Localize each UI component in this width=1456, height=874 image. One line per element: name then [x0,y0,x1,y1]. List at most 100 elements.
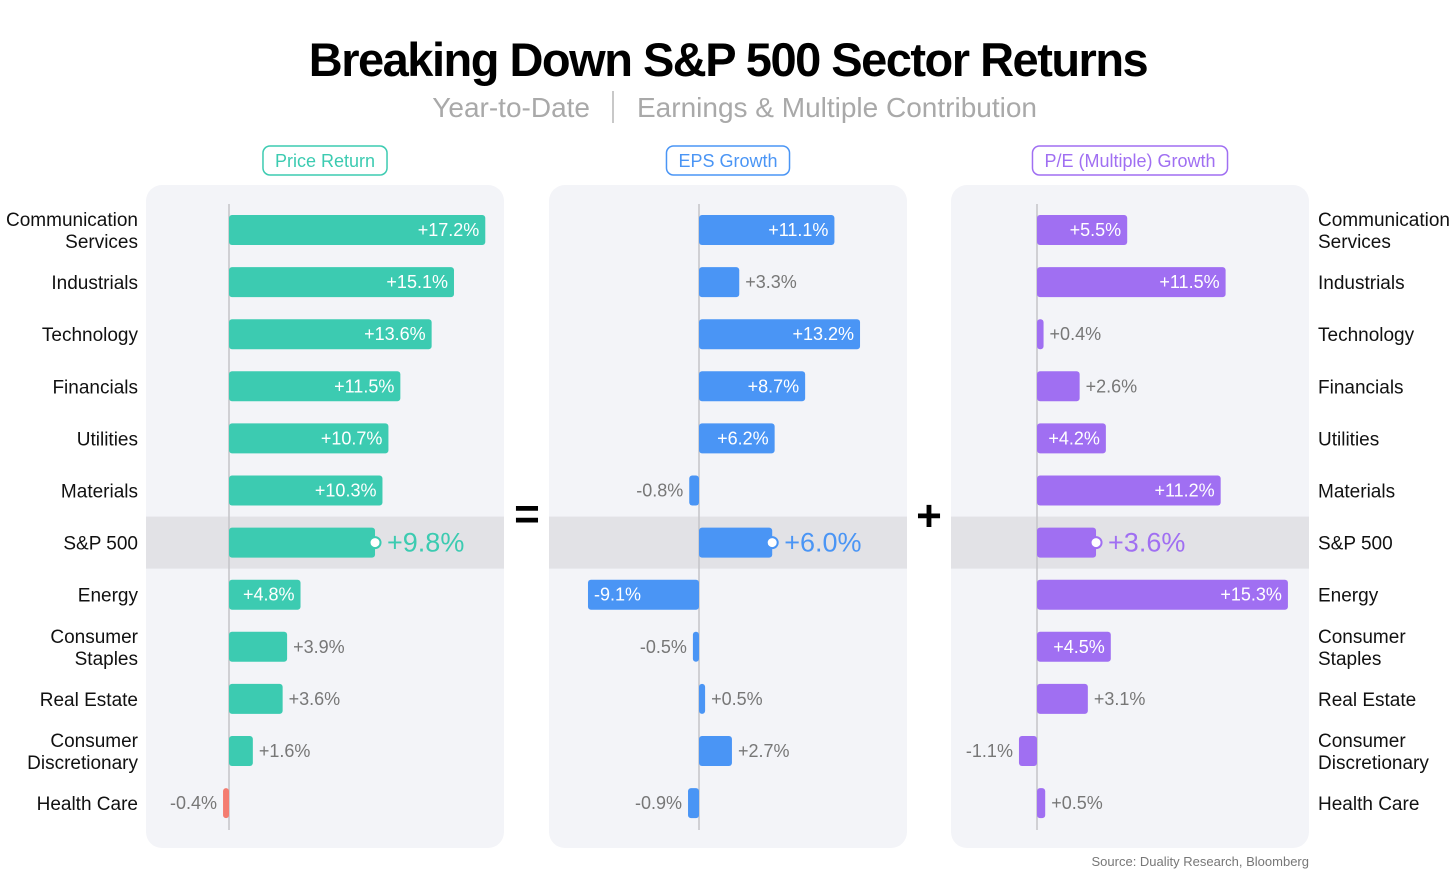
data-label-real-estate: +0.5% [711,689,763,709]
equals-operator: = [514,490,540,539]
panel-eps-growth: EPS Growth +11.1% +3.3% +13.2% +8.7% +6.2% -0.… [549,145,907,848]
data-label-consumer-staples: +3.9% [293,637,345,657]
source-note: Source: Duality Research, Bloomberg [1092,854,1310,869]
data-label-sandp-500: +6.0% [784,528,861,558]
series-header-pill [262,145,388,176]
bar-industrials [699,267,740,298]
bar-communication-services [229,215,486,245]
panel-background [146,185,504,848]
category-label-left-consumer-discretionary: Consumer Discretionary [27,731,139,774]
data-label-technology: +0.4% [1050,324,1102,344]
bar-consumer-discretionary [229,736,253,766]
category-label-right-communication-services: Communication Services [1318,210,1450,253]
data-label-materials: +10.3% [315,481,377,501]
bar-technology [229,319,432,350]
series-header-price-return: Price Return [275,151,375,171]
data-label-utilities: +10.7% [321,428,383,448]
panel-price-return: Price Return +17.2% +15.1% +13.6% +11.5% +10.… [146,145,504,848]
category-label-left-financials: Financials [52,377,138,398]
data-label-industrials: +3.3% [745,272,797,292]
data-label-sandp-500: +9.8% [387,528,464,558]
category-label-right-sandp-500: S&P 500 [1318,534,1393,555]
bar-consumer-staples [692,631,699,662]
category-label-right-technology: Technology [1318,325,1415,346]
data-label-financials: +8.7% [748,376,800,396]
highlight-marker [765,536,779,550]
category-label-right-real-estate: Real Estate [1318,690,1416,711]
category-label-right-health-care: Health Care [1318,794,1419,815]
category-label-right-utilities: Utilities [1318,429,1379,450]
plus-operator: + [916,492,942,541]
data-label-utilities: +4.2% [1048,428,1100,448]
chart-title: Breaking Down S&P 500 Sector Returns [309,33,1148,86]
data-label-sandp-500: +3.6% [1108,528,1185,558]
data-label-industrials: +11.5% [1159,272,1219,292]
bar-sandp-500 [699,527,773,558]
bar-industrials [1037,267,1226,298]
bar-real-estate [699,683,706,714]
bar-technology [1037,319,1044,350]
category-label-left-industrials: Industrials [51,273,138,294]
bar-communication-services [699,215,835,245]
highlight-band [951,516,1309,569]
data-label-materials: +11.2% [1154,481,1214,501]
data-label-financials: +11.5% [334,376,394,396]
category-label-left-materials: Materials [61,482,138,503]
data-label-consumer-staples: +4.5% [1053,637,1105,657]
category-label-left-sandp-500: S&P 500 [63,534,138,555]
bar-industrials [229,267,454,298]
category-label-right-materials: Materials [1318,482,1395,503]
series-header-eps-growth: EPS Growth [678,151,777,171]
data-label-utilities: +6.2% [717,428,769,448]
series-header-pill [1031,145,1229,176]
data-label-technology: +13.2% [792,324,854,344]
bar-health-care [1037,788,1046,819]
data-label-consumer-discretionary: +2.7% [738,741,790,761]
bar-health-care [223,788,229,819]
series-header-p-e-multiple-growth: P/E (Multiple) Growth [1044,151,1215,171]
bar-energy [587,579,699,610]
bar-utilities [1037,423,1106,454]
bar-utilities [699,423,775,454]
bar-materials [1037,475,1221,506]
bar-consumer-staples [1037,631,1111,662]
data-label-industrials: +15.1% [386,272,448,292]
category-label-left-real-estate: Real Estate [40,690,138,711]
data-label-energy: +4.8% [243,585,295,605]
panel-background [951,185,1309,848]
bar-consumer-discretionary [699,736,732,766]
data-label-communication-services: +17.2% [418,220,480,240]
bar-health-care [688,788,699,819]
bar-real-estate [229,683,283,714]
data-label-health-care: -0.9% [635,793,682,813]
category-label-right-consumer-staples: Consumer Staples [1318,627,1406,670]
data-label-consumer-staples: -0.5% [640,637,687,657]
data-label-communication-services: +5.5% [1070,220,1122,240]
category-label-left-utilities: Utilities [77,429,138,450]
bar-materials [689,475,699,506]
category-label-right-energy: Energy [1318,586,1379,607]
data-label-financials: +2.6% [1086,376,1138,396]
panel-p-e-multiple-growth: P/E (Multiple) Growth +5.5% +11.5% +0.4% +2.… [951,145,1309,848]
category-label-left-health-care: Health Care [37,794,138,815]
data-label-real-estate: +3.1% [1094,689,1146,709]
data-label-communication-services: +11.1% [768,220,828,240]
data-label-energy: +15.3% [1220,585,1282,605]
data-label-real-estate: +3.6% [289,689,341,709]
bar-energy [229,579,301,610]
data-label-energy: -9.1% [594,585,641,605]
subtitle-right: Earnings & Multiple Contribution [637,92,1037,123]
bar-financials [1037,371,1080,402]
data-label-consumer-discretionary: -1.1% [966,741,1013,761]
bar-consumer-discretionary [1018,736,1037,766]
category-label-right-consumer-discretionary: Consumer Discretionary [1318,731,1429,774]
category-label-left-energy: Energy [78,586,139,607]
bar-sandp-500 [1037,527,1097,558]
data-label-health-care: +0.5% [1051,793,1103,813]
data-label-consumer-discretionary: +1.6% [259,741,311,761]
category-label-right-financials: Financials [1318,377,1404,398]
panel-background [549,185,907,848]
bar-technology [699,319,861,350]
bar-real-estate [1037,683,1088,714]
